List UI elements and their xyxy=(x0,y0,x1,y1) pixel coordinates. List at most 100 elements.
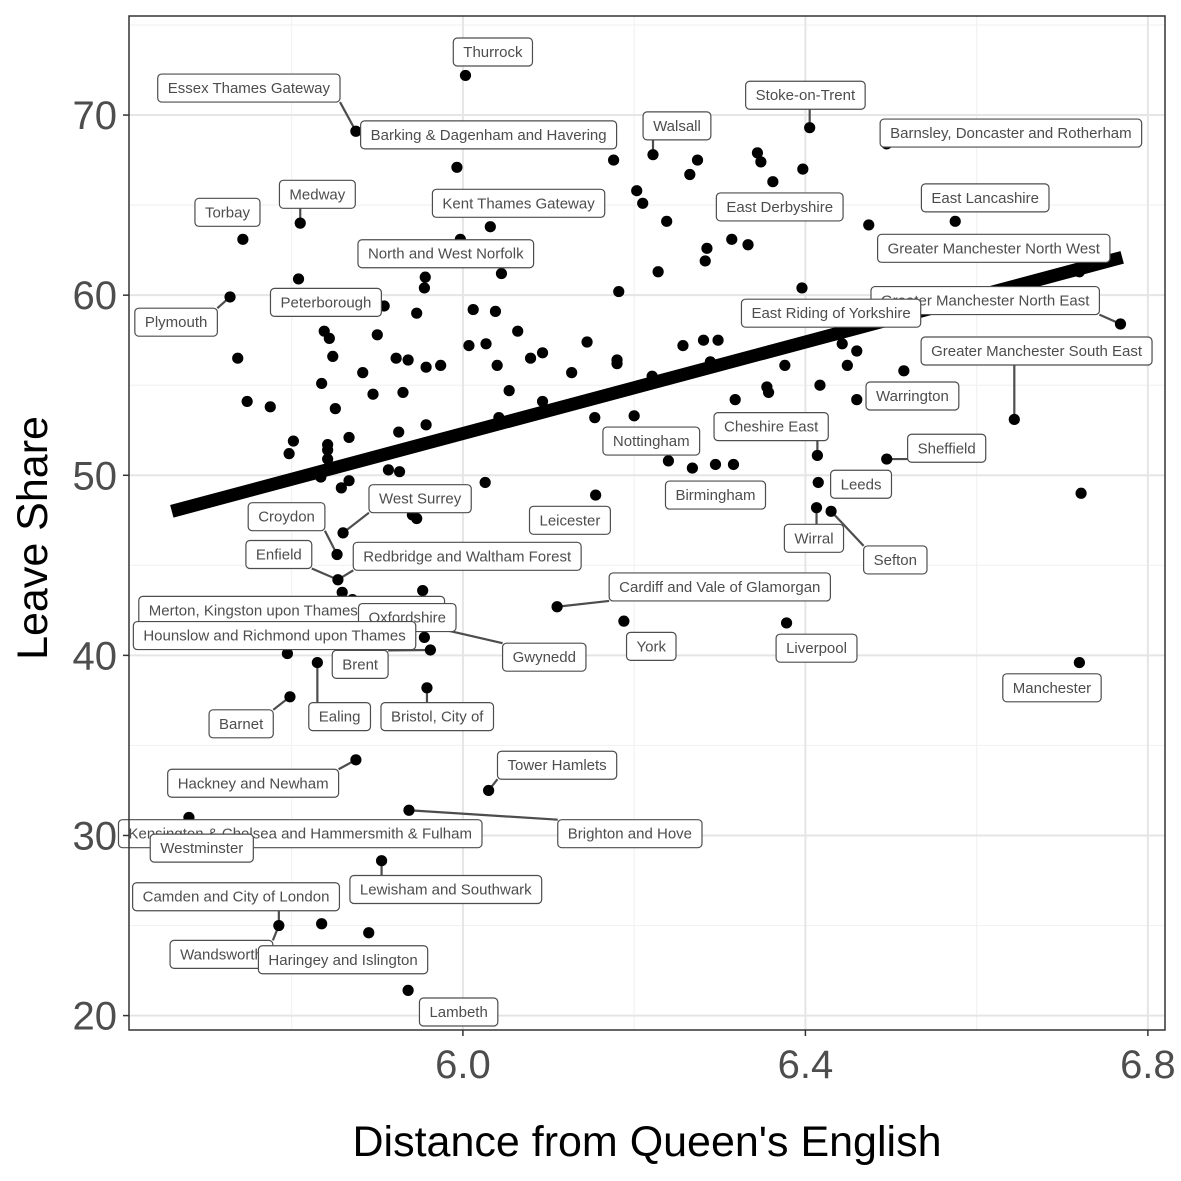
point-label: East Riding of Yorkshire xyxy=(740,298,922,328)
data-point xyxy=(459,69,472,82)
label-leader-line xyxy=(408,809,558,821)
data-point xyxy=(421,682,433,694)
point-label: Leeds xyxy=(830,469,893,499)
data-points xyxy=(183,69,1127,996)
point-label: Plymouth xyxy=(134,307,218,337)
point-label: Birmingham xyxy=(664,480,767,510)
point-label-box xyxy=(132,620,417,651)
data-point xyxy=(814,379,826,391)
data-point xyxy=(283,448,295,460)
data-point xyxy=(796,282,808,294)
point-label-text: Liverpool xyxy=(786,640,847,657)
data-point xyxy=(316,918,328,930)
data-point xyxy=(512,325,524,337)
point-label: Brighton and Hove xyxy=(557,819,703,849)
point-label-text: Haringey and Islington xyxy=(268,952,417,969)
data-point xyxy=(323,332,335,344)
y-tick-label: 40 xyxy=(73,634,118,678)
data-point xyxy=(590,489,602,501)
point-label-box xyxy=(431,188,606,218)
y-axis-title: Leave Share xyxy=(9,416,57,660)
point-label-box xyxy=(557,819,703,849)
point-label: Hackney and Newham xyxy=(167,768,340,798)
data-point xyxy=(480,338,492,350)
point-label: Kent Thames Gateway xyxy=(431,188,606,218)
label-leader-line xyxy=(830,510,865,547)
data-point xyxy=(618,615,630,627)
y-tick-label: 60 xyxy=(73,274,118,318)
point-label-text: Brent xyxy=(342,656,379,673)
point-label-text: Sheffield xyxy=(918,440,976,457)
data-point xyxy=(579,395,591,408)
data-point xyxy=(393,466,406,478)
point-label: Cheshire East xyxy=(713,412,829,442)
point-label-box xyxy=(642,111,712,141)
point-label: West Surrey xyxy=(368,484,472,514)
point-label: Enfield xyxy=(245,539,313,570)
data-point xyxy=(337,527,349,539)
x-tick-label: 6.4 xyxy=(778,1043,834,1087)
data-point xyxy=(742,239,754,251)
point-label-box xyxy=(269,287,382,317)
data-point xyxy=(712,334,724,346)
data-point xyxy=(420,419,432,431)
data-point xyxy=(726,233,738,245)
point-label-box xyxy=(331,649,389,679)
data-point xyxy=(881,453,893,465)
point-label: Torbay xyxy=(194,197,261,227)
point-label-text: Cheshire East xyxy=(724,419,819,436)
data-point xyxy=(418,631,430,643)
point-label-box xyxy=(360,120,618,150)
data-point xyxy=(851,394,863,406)
point-label-box xyxy=(745,80,866,110)
point-label-box xyxy=(920,183,1050,213)
data-point xyxy=(390,352,402,364)
panel-border xyxy=(128,15,1166,1031)
point-label-text: Barnet xyxy=(219,716,264,733)
data-point xyxy=(1073,266,1085,278)
data-point xyxy=(628,410,640,422)
point-label: Cardiff and Vale of Glamorgan xyxy=(608,572,831,602)
point-label-text: Lewisham and Southwark xyxy=(360,882,532,899)
data-point xyxy=(411,307,423,319)
data-point xyxy=(503,385,515,397)
data-point xyxy=(684,168,696,181)
point-label: Greater Manchester North West xyxy=(877,233,1111,263)
data-point xyxy=(287,435,299,447)
data-point xyxy=(241,395,253,408)
point-label-box xyxy=(208,709,274,739)
y-tick-label: 20 xyxy=(73,995,118,1039)
point-label-text: Greater Manchester North East xyxy=(881,293,1090,310)
data-point xyxy=(493,412,505,424)
label-leaders xyxy=(187,101,1121,941)
point-label-box xyxy=(368,484,472,514)
data-point xyxy=(331,548,343,561)
data-point xyxy=(704,356,716,368)
point-label-box xyxy=(349,874,543,905)
data-point xyxy=(489,305,502,317)
point-label-text: Kent Thames Gateway xyxy=(442,195,595,212)
data-point xyxy=(709,458,722,471)
point-label: Lambeth xyxy=(418,997,499,1027)
point-label-box xyxy=(625,631,677,661)
data-point xyxy=(661,215,673,227)
point-label-text: Barking & Dagenham and Havering xyxy=(371,127,607,144)
point-label-box xyxy=(167,768,340,798)
point-label-text: Greater Manchester North West xyxy=(888,240,1101,257)
x-axis-title: Distance from Queen's English xyxy=(353,1118,942,1166)
data-point xyxy=(451,161,463,173)
point-label-box xyxy=(452,37,534,67)
data-point xyxy=(608,154,620,166)
data-point xyxy=(343,431,355,444)
point-label: Peterborough xyxy=(269,287,382,317)
point-label-text: Gwynedd xyxy=(513,649,576,666)
data-point xyxy=(403,804,415,816)
data-point xyxy=(281,647,293,660)
point-label-text: Brighton and Hove xyxy=(568,826,692,843)
data-point xyxy=(393,426,405,438)
point-label: Hounslow and Richmond upon Thames xyxy=(132,620,417,651)
data-point xyxy=(350,754,362,766)
point-label-text: Nottingham xyxy=(613,433,690,450)
point-label-text: Peterborough xyxy=(280,294,371,311)
